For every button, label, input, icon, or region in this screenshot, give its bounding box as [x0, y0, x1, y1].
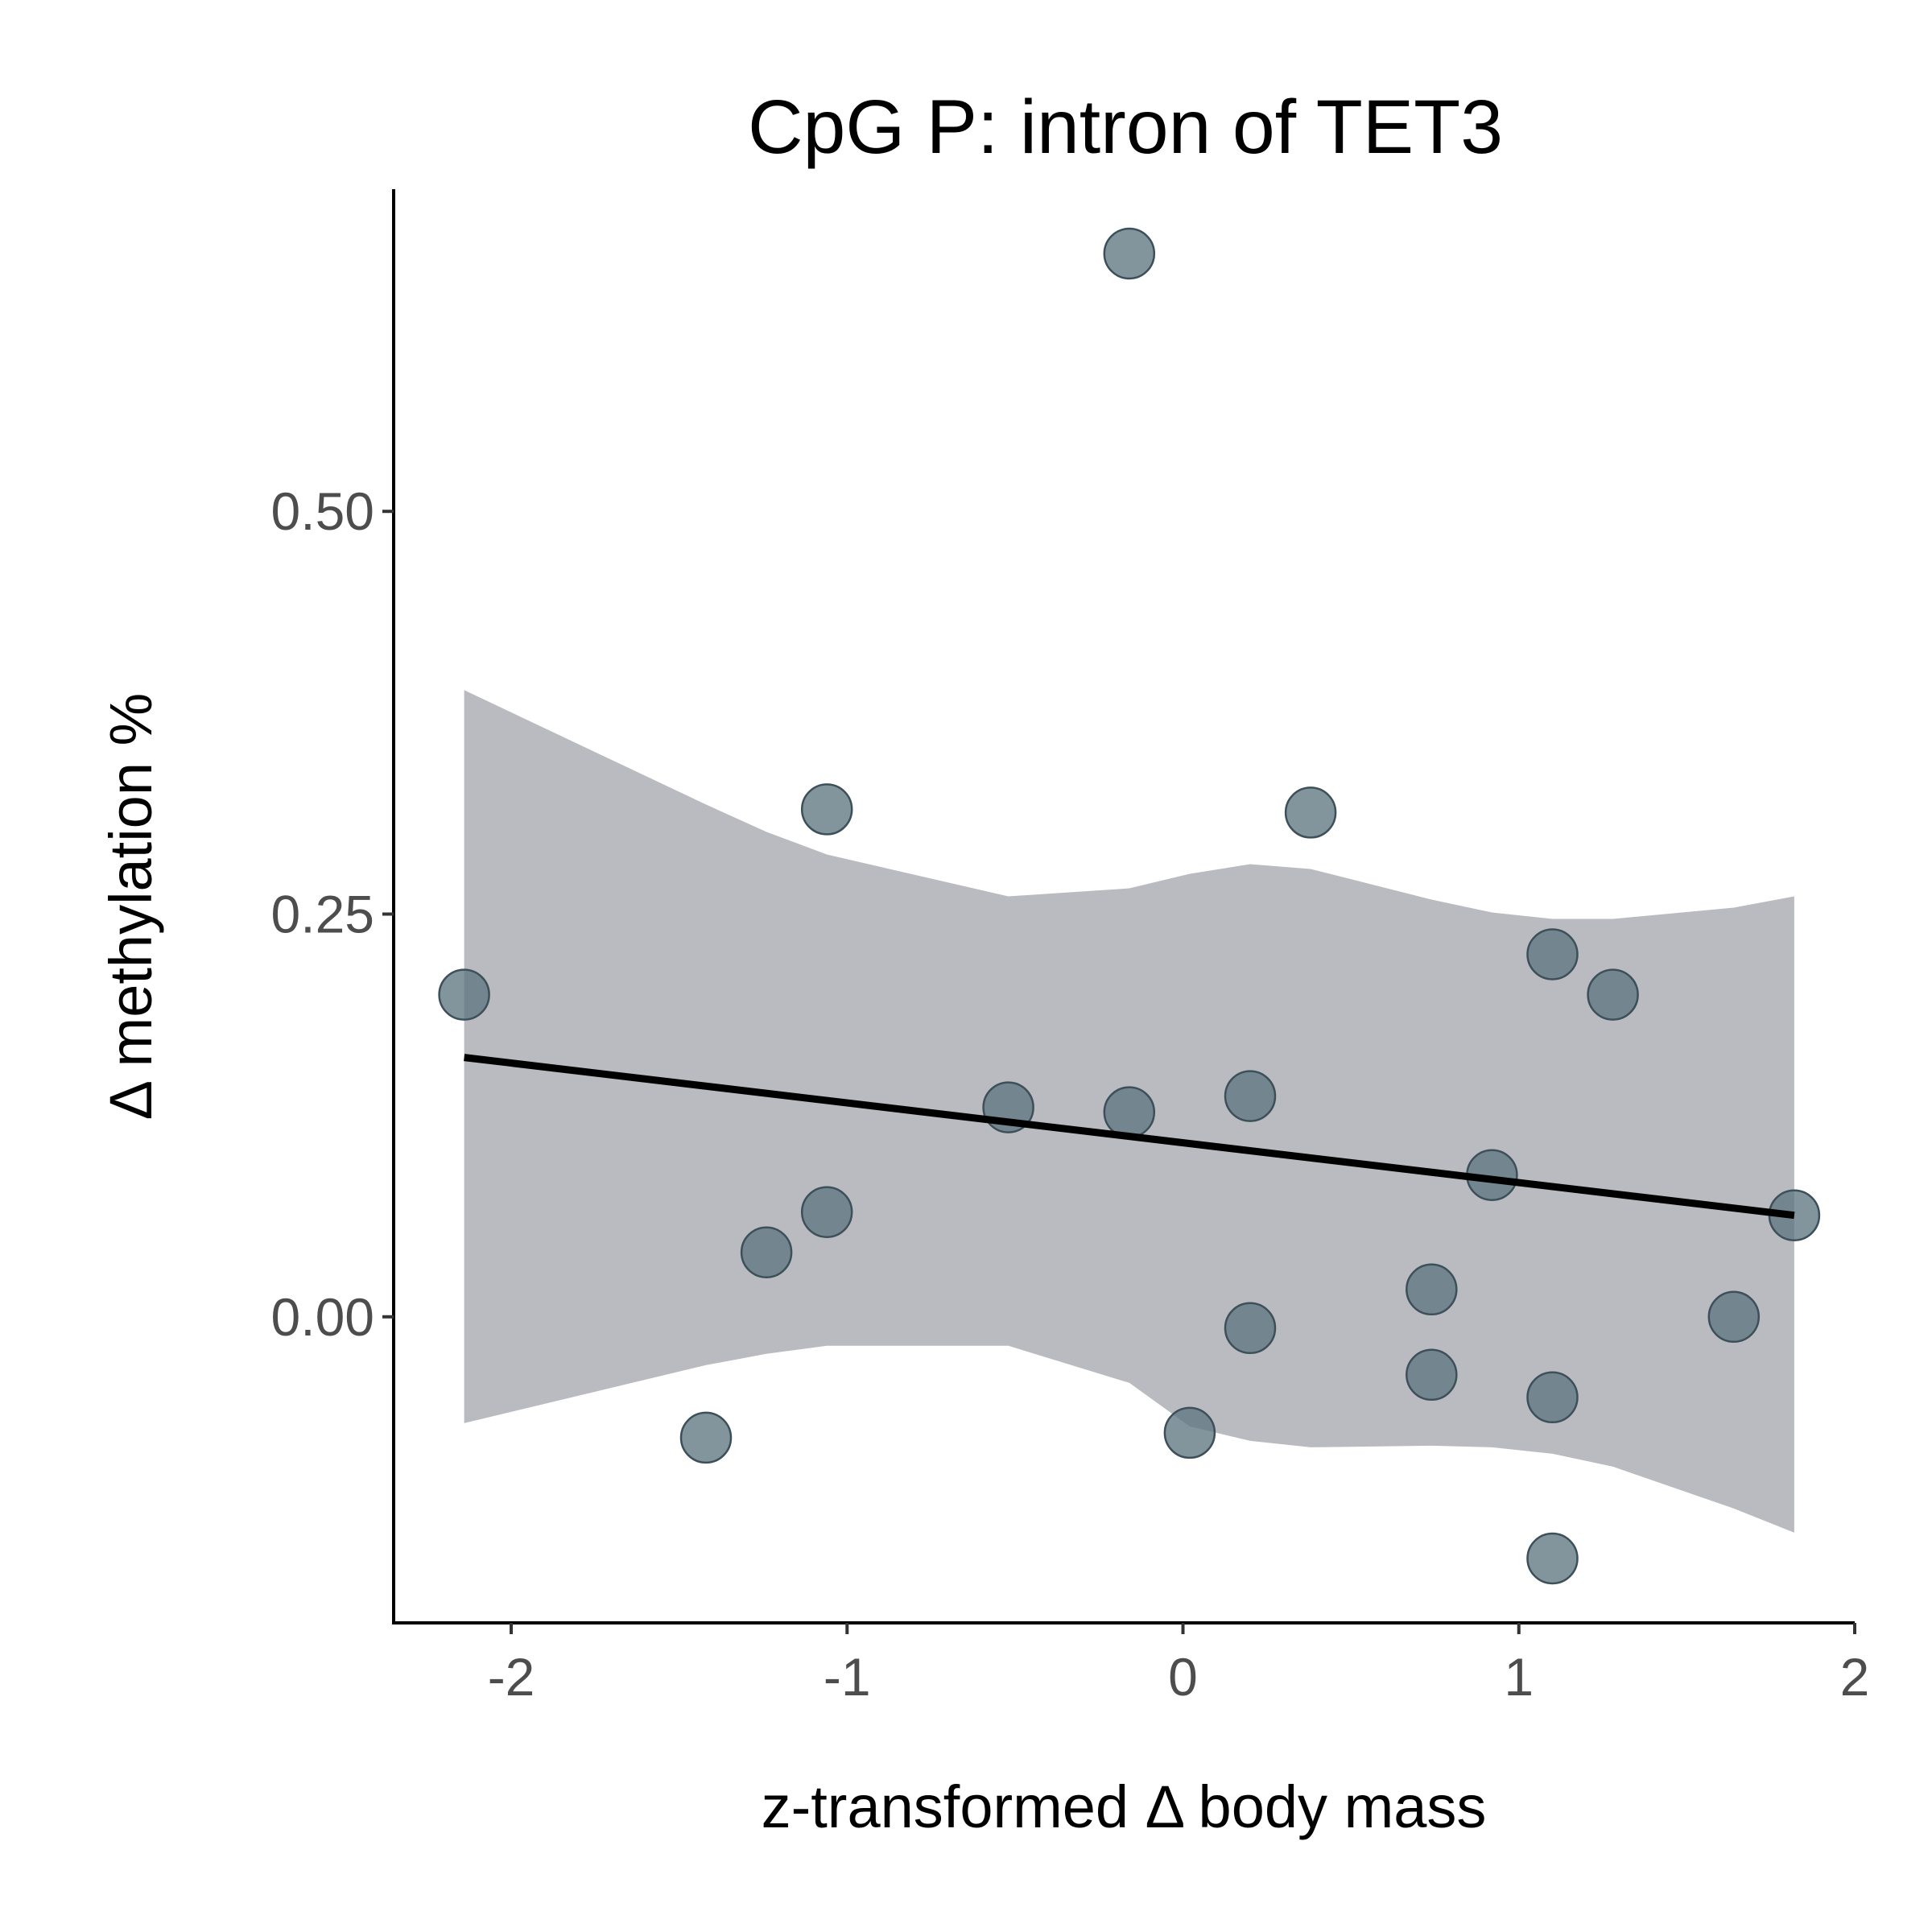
scatter-point [1406, 1348, 1458, 1402]
fit-line-layer [464, 1054, 1795, 1220]
x-tick-label: -2 [488, 1647, 535, 1707]
scatter-point [1163, 1406, 1216, 1459]
scatter-point [1224, 1302, 1277, 1355]
points-layer [438, 227, 1821, 1585]
scatter-point [800, 1186, 853, 1238]
x-axis-title: z-transformed Δ body mass [762, 1773, 1487, 1840]
scatter-point [1284, 786, 1337, 839]
scatter-point [438, 968, 490, 1021]
y-tick-label: 0.50 [271, 481, 374, 541]
regression-line [464, 1054, 1795, 1220]
scatter-point [1707, 1290, 1761, 1344]
scatter-point [1406, 1263, 1458, 1316]
scatter-point [1526, 1532, 1579, 1585]
scatter-point [740, 1226, 793, 1278]
y-axis-title: Δ methylation % [97, 693, 164, 1121]
y-tick-label: 0.25 [271, 885, 374, 944]
scatter-point [800, 783, 853, 836]
chart-title: CpG P: intron of TET3 [748, 85, 1503, 170]
scatter-point [1103, 227, 1156, 280]
scatter-point [679, 1411, 733, 1464]
scatter-point [1587, 968, 1639, 1021]
y-axis-ticks: 0.00 0.25 0.50 [271, 481, 394, 1347]
scatter-point [1103, 1086, 1156, 1138]
x-tick-label: 1 [1504, 1647, 1534, 1707]
scatter-point [1224, 1070, 1277, 1122]
scatter-point [1526, 1371, 1579, 1424]
y-tick-label: 0.00 [271, 1287, 374, 1347]
scatter-point [1526, 928, 1579, 980]
x-axis-ticks: -2 -1 0 1 2 [488, 1623, 1870, 1707]
x-tick-label: 0 [1168, 1647, 1198, 1707]
x-tick-label: -1 [824, 1647, 871, 1707]
x-tick-label: 2 [1840, 1647, 1870, 1707]
